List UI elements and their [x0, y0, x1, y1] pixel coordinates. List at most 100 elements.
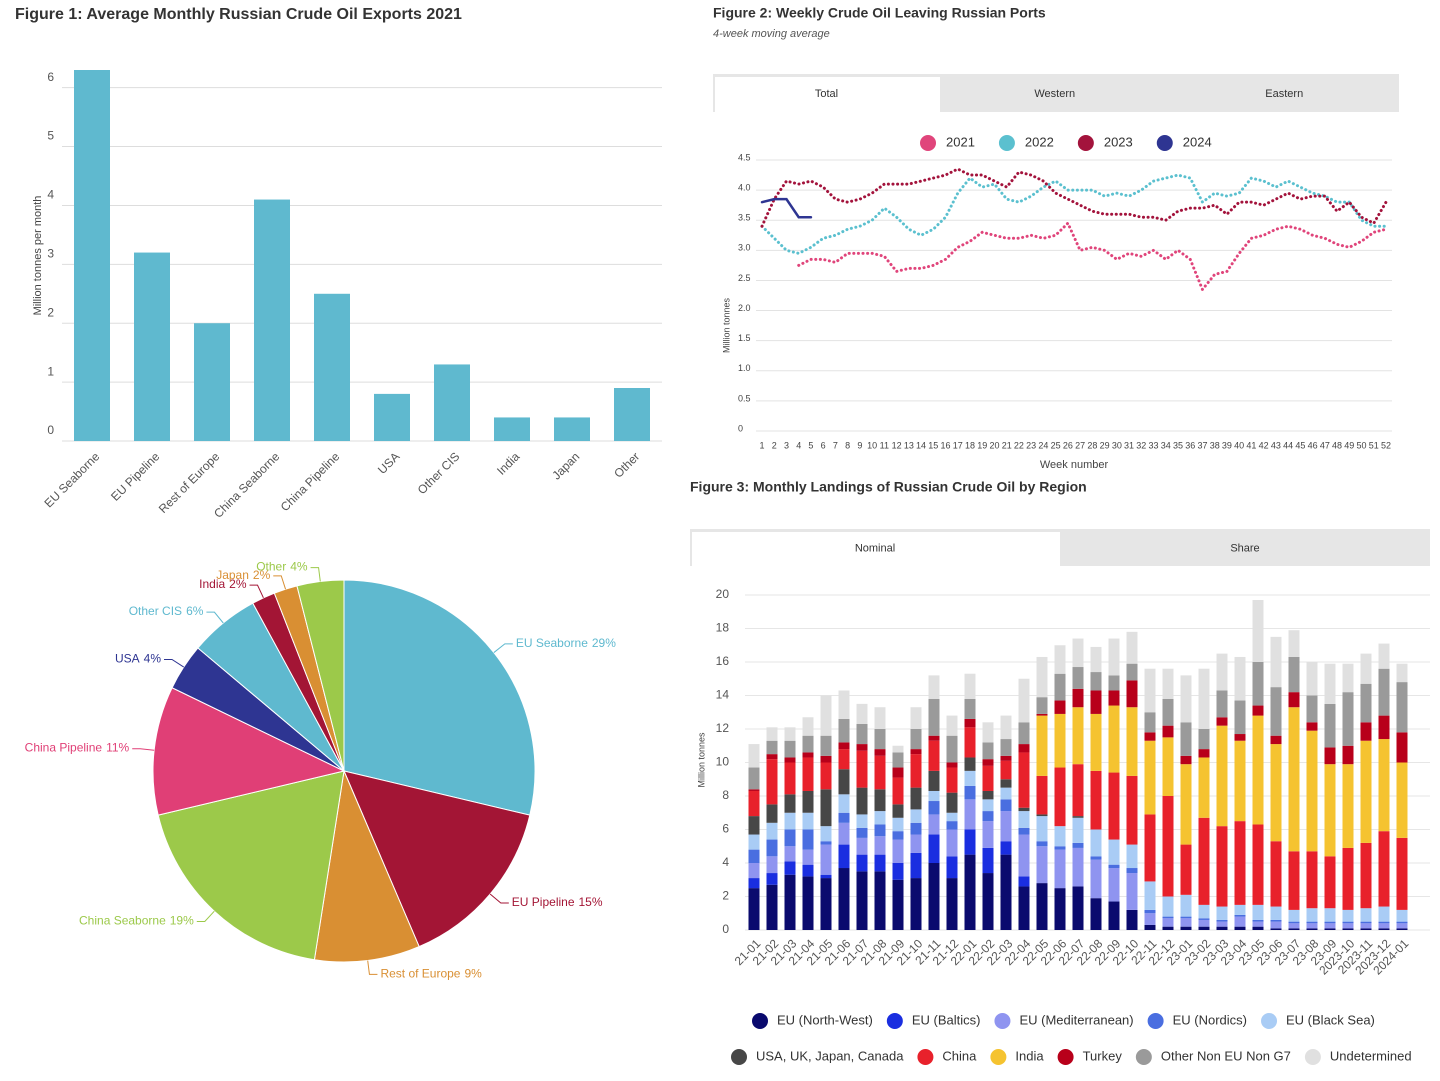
- y-tick-label: 3: [47, 247, 54, 261]
- legend-swatch[interactable]: [917, 1049, 934, 1065]
- legend-swatch[interactable]: [752, 1013, 768, 1029]
- bar-segment: [1054, 673, 1066, 701]
- bar-segment: [802, 752, 814, 758]
- bar-segment: [1396, 663, 1408, 683]
- tab[interactable]: Share: [1230, 542, 1259, 554]
- legend-swatch[interactable]: [920, 135, 936, 151]
- bar-segment: [910, 809, 922, 823]
- legend-label[interactable]: 2022: [1025, 134, 1054, 149]
- bar-segment: [1288, 630, 1300, 657]
- bar-segment: [1234, 700, 1246, 735]
- legend-label[interactable]: EU (Nordics): [1173, 1012, 1247, 1027]
- x-tick-label: 16: [941, 440, 951, 450]
- legend-label[interactable]: 2024: [1183, 134, 1212, 149]
- tab[interactable]: Total: [815, 88, 838, 100]
- tab[interactable]: Western: [1034, 88, 1075, 100]
- bar-segment: [1126, 631, 1138, 664]
- bar-segment: [1216, 921, 1228, 927]
- legend-swatch[interactable]: [886, 1013, 903, 1029]
- legend-label[interactable]: 2023: [1104, 134, 1133, 149]
- y-tick-label: 12: [716, 721, 730, 735]
- bar-segment: [1360, 740, 1372, 843]
- legend-swatch[interactable]: [1057, 1049, 1074, 1065]
- bar-segment: [1270, 919, 1282, 922]
- legend-label[interactable]: EU (Mediterranean): [1019, 1012, 1133, 1027]
- legend-label[interactable]: China: [942, 1048, 977, 1063]
- bar-segment: [802, 790, 814, 813]
- bar-segment: [784, 846, 796, 862]
- y-tick-label: 2.0: [738, 303, 751, 313]
- bar-segment: [1018, 744, 1030, 753]
- x-tick-label: 30: [1112, 440, 1122, 450]
- legend-swatch[interactable]: [1077, 135, 1094, 151]
- bar-segment: [856, 744, 868, 751]
- bar-segment: [856, 750, 868, 788]
- bar-segment: [1306, 923, 1318, 929]
- x-tick-label: 26: [1063, 440, 1073, 450]
- legend-swatch[interactable]: [1304, 1049, 1321, 1065]
- bar-segment: [910, 754, 922, 788]
- legend-swatch[interactable]: [1261, 1013, 1278, 1029]
- legend-label[interactable]: EU (North-West): [777, 1012, 873, 1027]
- bar-segment: [874, 729, 886, 750]
- tab[interactable]: Eastern: [1265, 88, 1303, 100]
- bar-segment: [1306, 722, 1318, 731]
- slice-value: 19%: [170, 914, 194, 928]
- bar-segment: [1054, 700, 1066, 714]
- line-series: [760, 197, 813, 219]
- bar-segment: [838, 812, 850, 823]
- slice-label: China Pipeline 11%: [25, 741, 130, 755]
- tab-active[interactable]: [692, 532, 1060, 566]
- bar-segment: [856, 827, 868, 838]
- bar-segment: [928, 814, 940, 835]
- bar-segment: [1108, 675, 1120, 691]
- bar-segment: [1198, 757, 1210, 818]
- legend-label[interactable]: EU (Baltics): [912, 1012, 981, 1027]
- bar: [74, 70, 110, 441]
- slice-name: USA: [115, 652, 140, 666]
- legend-label[interactable]: EU (Black Sea): [1286, 1012, 1375, 1027]
- bar-segment: [1126, 775, 1138, 845]
- slice-value: 15%: [579, 895, 603, 909]
- bar-segment: [1108, 901, 1120, 930]
- x-tick-label: 32: [1136, 440, 1146, 450]
- legend-swatch[interactable]: [1156, 135, 1173, 151]
- legend-label[interactable]: India: [1015, 1048, 1044, 1063]
- bar-segment: [1000, 715, 1012, 740]
- legend-label[interactable]: Turkey: [1083, 1048, 1123, 1063]
- legend-swatch[interactable]: [998, 135, 1015, 151]
- legend-label[interactable]: Other Non EU Non G7: [1161, 1048, 1291, 1063]
- bar-segment: [1054, 713, 1066, 768]
- legend-label[interactable]: 2021: [946, 134, 975, 149]
- bar-segment: [1180, 675, 1192, 723]
- x-tick-label: 34: [1161, 440, 1171, 450]
- bar-segment: [1360, 928, 1372, 930]
- legend-swatch[interactable]: [994, 1013, 1011, 1029]
- legend-label[interactable]: USA, UK, Japan, Canada: [756, 1048, 904, 1063]
- bar-segment: [910, 749, 922, 755]
- bar-segment: [1000, 755, 1012, 761]
- bar-segment: [1108, 839, 1120, 865]
- bar-segment: [784, 727, 796, 741]
- bar-segment: [1288, 923, 1300, 929]
- bar-segment: [1342, 928, 1354, 930]
- legend-label[interactable]: Undetermined: [1330, 1048, 1412, 1063]
- tab[interactable]: Nominal: [855, 542, 895, 554]
- bar-segment: [1162, 698, 1174, 726]
- x-tick-label: 46: [1308, 440, 1318, 450]
- bar-segment: [1252, 921, 1264, 927]
- bar-segment: [910, 787, 922, 810]
- bar-segment: [1090, 690, 1102, 714]
- tab-active[interactable]: [715, 77, 940, 112]
- x-tick-label: 22: [1014, 440, 1024, 450]
- legend-swatch[interactable]: [1135, 1049, 1152, 1065]
- bar-segment: [928, 790, 940, 802]
- bar-segment: [1324, 703, 1336, 748]
- slice-label: USA 4%: [115, 652, 161, 666]
- bar-segment: [766, 884, 778, 930]
- leader-line: [493, 643, 513, 653]
- bar-segment: [910, 878, 922, 930]
- legend-swatch[interactable]: [731, 1049, 747, 1065]
- legend-swatch[interactable]: [1147, 1013, 1164, 1029]
- legend-swatch[interactable]: [990, 1049, 1007, 1065]
